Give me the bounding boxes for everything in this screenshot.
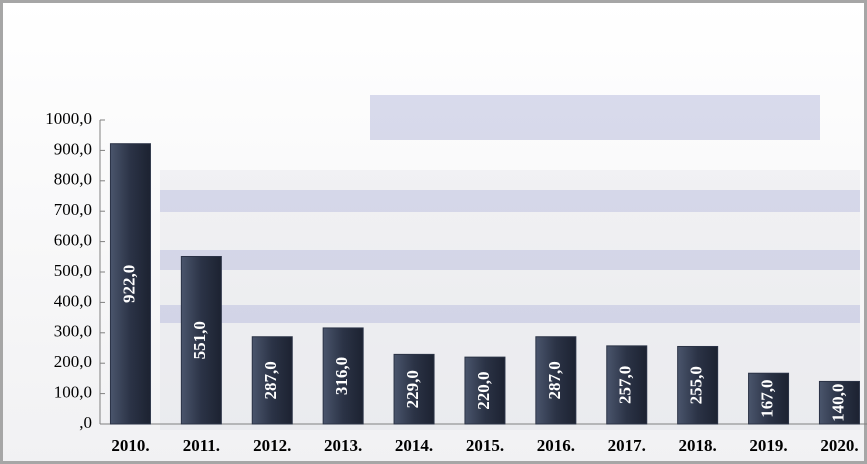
value-label: 287,0 <box>261 361 280 399</box>
value-label: 551,0 <box>190 321 209 359</box>
bar <box>677 345 719 425</box>
x-tick-label: 2019. <box>749 436 787 455</box>
y-tick-label: 600,0 <box>54 231 92 250</box>
value-label: 257,0 <box>616 366 635 404</box>
value-label: 229,0 <box>403 370 422 408</box>
x-tick-label: 2015. <box>466 436 504 455</box>
y-tick-label: 500,0 <box>54 261 92 280</box>
y-tick-label: 1000,0 <box>45 109 92 128</box>
x-tick-label: 2018. <box>679 436 717 455</box>
value-label: 316,0 <box>332 357 351 395</box>
bar <box>322 327 364 425</box>
y-tick-label: 800,0 <box>54 170 92 189</box>
x-tick-label: 2017. <box>608 436 646 455</box>
bar <box>393 353 435 425</box>
x-tick-label: 2013. <box>324 436 362 455</box>
value-label: 922,0 <box>119 265 138 303</box>
y-tick-label: 300,0 <box>54 322 92 341</box>
y-tick-label: ,0 <box>79 413 92 432</box>
value-label: 167,0 <box>757 379 776 417</box>
value-label: 220,0 <box>474 371 493 409</box>
y-tick-label: 200,0 <box>54 352 92 371</box>
y-tick-label: 400,0 <box>54 291 92 310</box>
x-tick-label: 2020. <box>820 436 858 455</box>
value-label: 255,0 <box>687 366 706 404</box>
bar <box>251 336 293 425</box>
x-tick-label: 2010. <box>111 436 149 455</box>
bar <box>464 356 506 425</box>
bar <box>180 255 222 425</box>
x-tick-label: 2014. <box>395 436 433 455</box>
bar <box>748 372 790 425</box>
x-tick-label: 2011. <box>183 436 220 455</box>
bar <box>606 345 648 425</box>
bar <box>535 336 577 425</box>
y-tick-label: 900,0 <box>54 139 92 158</box>
background-photo <box>160 95 860 430</box>
y-tick-label: 100,0 <box>54 383 92 402</box>
value-label: 140,0 <box>828 384 847 422</box>
x-tick-label: 2012. <box>253 436 291 455</box>
y-tick-label: 700,0 <box>54 200 92 219</box>
bar <box>818 380 860 425</box>
x-tick-label: 2016. <box>537 436 575 455</box>
bar <box>109 143 151 425</box>
value-label: 287,0 <box>545 361 564 399</box>
